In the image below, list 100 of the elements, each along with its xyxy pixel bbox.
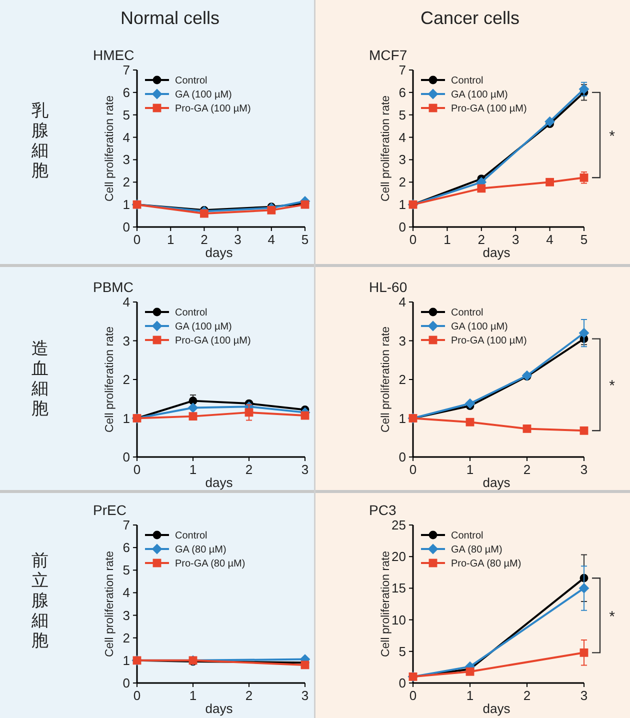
legend-label: Control	[451, 308, 484, 318]
y-tick-label: 4	[122, 130, 130, 145]
point	[244, 408, 254, 417]
x-tick-label: 4	[268, 232, 276, 247]
x-tick-label: 4	[546, 232, 554, 247]
point	[544, 116, 555, 127]
point	[464, 398, 476, 409]
legend-label: GA (100 µM)	[175, 322, 232, 332]
y-tick-label: 5	[122, 107, 130, 122]
x-tick-label: 2	[523, 688, 531, 703]
y-tick-label: 15	[392, 580, 406, 596]
x-tick-label: 0	[409, 232, 417, 247]
y-tick-label: 4	[122, 294, 130, 310]
x-axis-title: days	[205, 245, 234, 260]
x-axis-title: days	[482, 475, 511, 490]
y-tick-label: 2	[398, 372, 406, 387]
y-tick-label: 0	[122, 676, 130, 690]
legend-label: Control	[451, 76, 484, 86]
y-tick-label: 3	[398, 333, 406, 348]
x-tick-label: 5	[580, 232, 588, 247]
legend-label: Pro-GA (80 µM)	[451, 558, 522, 570]
y-tick-label: 10	[392, 612, 406, 628]
x-tick-label: 1	[189, 462, 197, 477]
legend-label: GA (80 µM)	[451, 544, 502, 556]
x-tick-label: 1	[189, 688, 197, 703]
x-axis-title: days	[482, 245, 511, 260]
x-tick-label: 1	[166, 232, 174, 247]
y-tick-label: 1	[398, 197, 406, 212]
y-tick-label: 4	[398, 130, 406, 145]
text: *	[609, 608, 616, 626]
text: 造血細胞	[30, 339, 48, 418]
x-tick-label: 3	[580, 688, 588, 703]
y-tick-label: 3	[398, 152, 406, 168]
y-tick-label: 0	[122, 450, 130, 464]
y-tick-label: 2	[122, 372, 130, 387]
y-axis-title: Cell proliferation rate	[380, 550, 392, 658]
chart-subtitle: HL-60	[369, 279, 408, 295]
y-tick-label: 3	[122, 608, 130, 623]
point	[466, 418, 474, 426]
x-tick-label: 0	[133, 462, 141, 477]
x-axis-title: days	[205, 701, 234, 716]
y-tick-label: 4	[398, 294, 406, 310]
chart-title: Cancer cells	[420, 8, 520, 28]
x-tick-label: 5	[301, 232, 309, 247]
x-axis-title: days	[482, 701, 511, 716]
y-tick-label: 3	[122, 333, 130, 348]
x-tick-label: 2	[245, 688, 253, 703]
x-tick-label: 3	[234, 232, 242, 247]
point	[267, 206, 276, 214]
y-tick-label: 3	[122, 152, 130, 168]
y-axis-title: Cell proliferation rate	[104, 326, 116, 433]
legend-label: Pro-GA (100 µM)	[175, 104, 251, 114]
legend-label: Control	[175, 308, 208, 318]
x-tick-label: 2	[200, 232, 208, 247]
x-tick-label: 1	[466, 688, 474, 703]
x-axis-title: days	[205, 475, 234, 490]
legend-label: Control	[451, 530, 484, 542]
x-tick-label: 3	[301, 462, 309, 477]
chart-subtitle: PC3	[369, 502, 396, 518]
y-tick-label: 5	[122, 562, 130, 578]
y-tick-label: 1	[398, 410, 406, 426]
x-tick-label: 0	[409, 688, 417, 703]
chart-subtitle: PBMC	[93, 279, 134, 295]
y-tick-label: 2	[122, 174, 130, 190]
y-tick-label: 6	[398, 84, 406, 100]
y-axis-title: Cell proliferation rate	[104, 550, 116, 658]
text: 乳腺細胞	[30, 101, 48, 180]
y-tick-label: 5	[398, 644, 406, 659]
point	[546, 178, 554, 186]
y-axis-title: Cell proliferation rate	[380, 326, 392, 433]
legend-label: GA (100 µM)	[175, 90, 232, 100]
point	[188, 402, 198, 413]
x-tick-label: 0	[409, 462, 417, 477]
x-tick-label: 1	[444, 232, 451, 247]
y-tick-label: 0	[398, 450, 406, 464]
x-tick-label: 1	[466, 462, 474, 477]
legend-label: GA (100 µM)	[451, 322, 508, 332]
point	[580, 648, 588, 657]
y-tick-label: 0	[398, 220, 406, 234]
text: *	[609, 128, 616, 146]
y-tick-label: 7	[122, 62, 130, 78]
y-tick-label: 4	[122, 585, 130, 600]
point	[466, 667, 474, 676]
y-tick-label: 7	[398, 62, 406, 78]
point	[300, 411, 310, 420]
y-tick-label: 1	[122, 652, 130, 668]
y-tick-label: 20	[392, 549, 406, 564]
x-tick-label: 0	[133, 232, 141, 247]
point	[522, 424, 532, 433]
x-tick-label: 3	[580, 462, 588, 477]
point	[578, 328, 590, 338]
legend-label: Pro-GA (100 µM)	[451, 336, 527, 346]
y-axis-title: Cell proliferation rate	[380, 95, 392, 202]
legend-label: Control	[175, 530, 208, 542]
y-tick-label: 2	[122, 630, 130, 646]
text: 前立腺細胞	[30, 551, 48, 650]
legend-label: GA (100 µM)	[451, 90, 508, 100]
y-tick-label: 1	[122, 410, 130, 426]
text: *	[609, 378, 616, 395]
y-tick-label: 0	[122, 220, 130, 234]
